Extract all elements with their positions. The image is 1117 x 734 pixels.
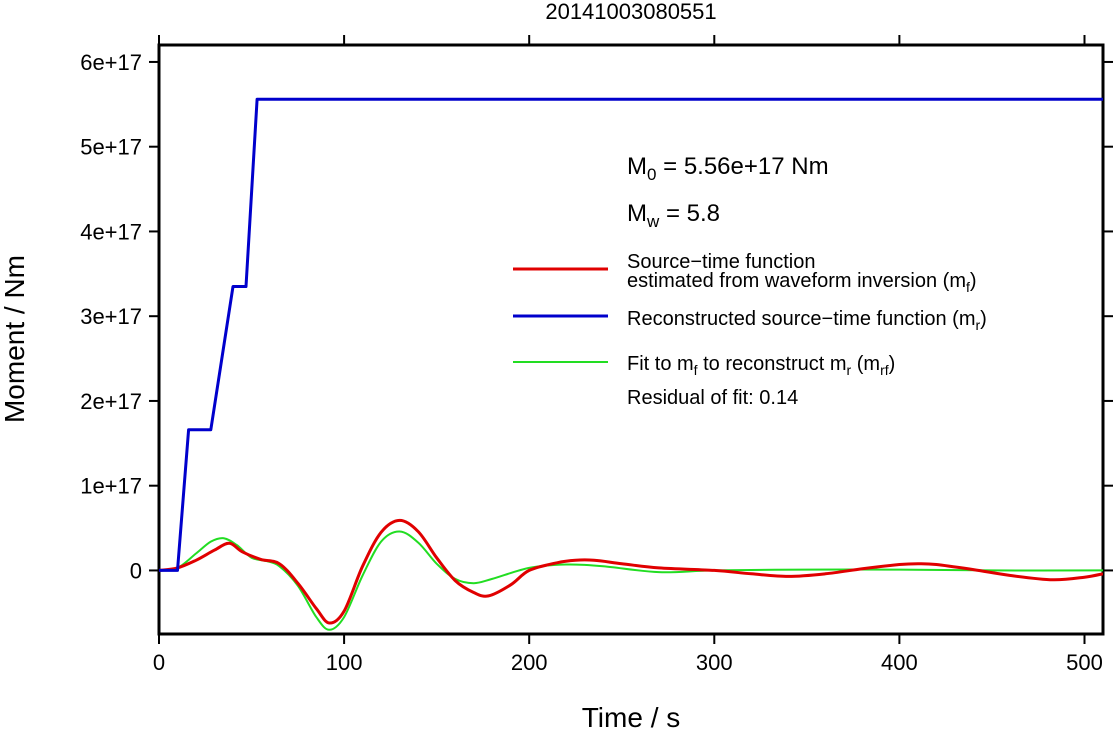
y-tick-label: 4e+17 xyxy=(80,219,142,244)
legend-label-source-time: Source−time function xyxy=(627,251,815,273)
x-tick-label: 500 xyxy=(1066,650,1103,675)
y-tick-label: 1e+17 xyxy=(80,474,142,499)
legend-label-fit: Fit to mf to reconstruct mr (mrf) xyxy=(627,353,895,378)
series-line-reconstructed xyxy=(159,97,1103,572)
series-line-fit xyxy=(159,530,1103,631)
x-axis-title: Time / s xyxy=(582,702,681,733)
x-tick-label: 200 xyxy=(511,650,548,675)
plot-frame xyxy=(157,43,1105,636)
y-tick-label: 2e+17 xyxy=(80,389,142,414)
y-tick-label: 5e+17 xyxy=(80,135,142,160)
y-axis: 0 1e+17 2e+17 3e+17 4e+17 5e+17 6e+17 xyxy=(80,50,1113,583)
y-tick-label: 3e+17 xyxy=(80,304,142,329)
x-tick-label: 0 xyxy=(153,650,165,675)
x-axis: 0 100 200 300 400 500 xyxy=(153,35,1103,675)
x-tick-label: 400 xyxy=(881,650,918,675)
annotation-m0: M0 = 5.56e+17 Nm xyxy=(627,153,829,184)
legend-label-estimated: estimated from waveform inversion (mf) xyxy=(627,270,977,295)
y-tick-label: 0 xyxy=(130,558,142,583)
legend: Source−time function estimated from wave… xyxy=(513,251,987,409)
annotation-mw: Mw = 5.8 xyxy=(627,200,720,231)
x-tick-label: 300 xyxy=(696,650,733,675)
y-tick-label: 6e+17 xyxy=(80,50,142,75)
annotation-residual: Residual of fit: 0.14 xyxy=(627,387,798,409)
series-line-source-time xyxy=(159,518,1103,625)
x-tick-label: 100 xyxy=(326,650,363,675)
legend-label-reconstructed: Reconstructed source−time function (mr) xyxy=(627,308,987,333)
y-axis-title: Moment / Nm xyxy=(0,255,30,423)
series-layer xyxy=(159,97,1103,631)
chart-title: 20141003080551 xyxy=(545,0,716,24)
